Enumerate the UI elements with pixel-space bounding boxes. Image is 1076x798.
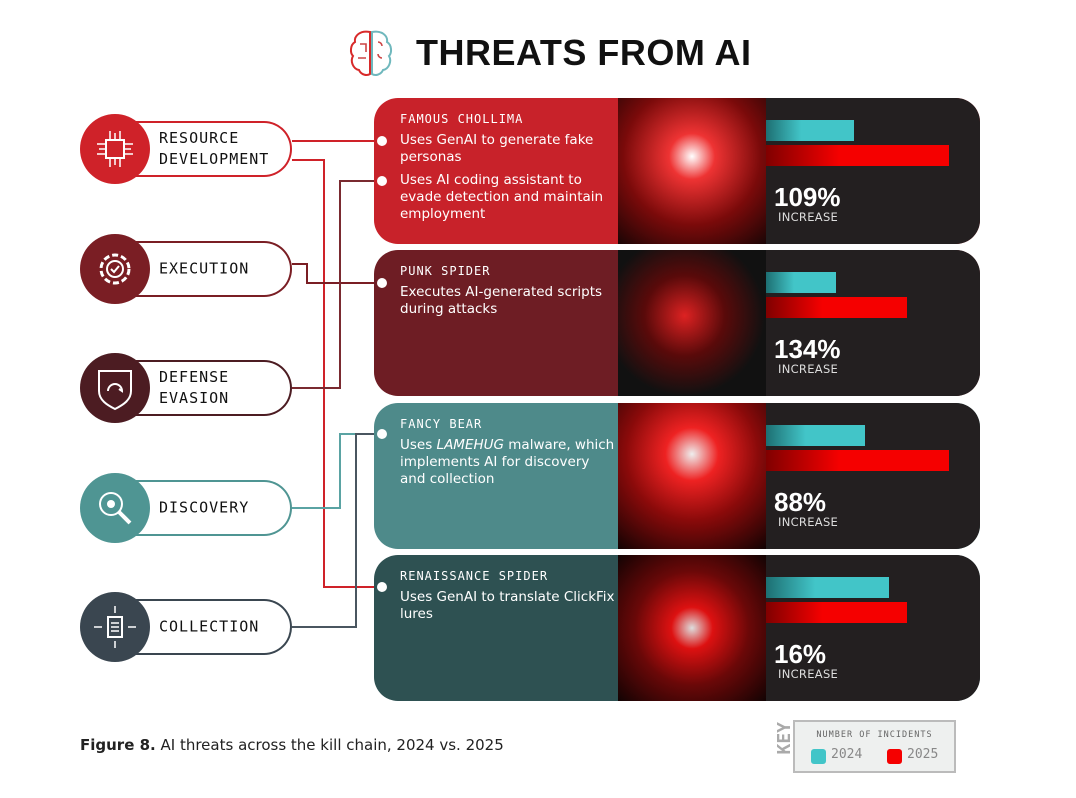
- increase-percent: 88%: [774, 487, 827, 517]
- gear-check-icon: [80, 234, 150, 304]
- bar-2025: [766, 450, 949, 471]
- malware-name: LAMEHUG: [436, 437, 504, 453]
- legend-swatch-2025: [887, 749, 902, 764]
- bar-2025: [766, 602, 907, 623]
- stats-panel: 134% INCREASE: [766, 250, 980, 396]
- adversary-bullet: Uses LAMEHUG malware, which implements A…: [400, 437, 618, 488]
- header: THREATS FROM AI: [348, 28, 751, 78]
- adversary-card-renaissance-spider: RENAISSANCE SPIDER Uses GenAI to transla…: [374, 555, 980, 701]
- adversary-illustration: [618, 555, 766, 701]
- legend-label-2024: 2024: [831, 747, 863, 762]
- tactic-label: RESOURCE DEVELOPMENT: [159, 129, 270, 168]
- stats-panel: 88% INCREASE: [766, 403, 980, 549]
- adversary-illustration: [618, 98, 766, 244]
- adversary-name: FANCY BEAR: [400, 417, 483, 431]
- adversary-card-fancy-bear: FANCY BEAR Uses LAMEHUG malware, which i…: [374, 403, 980, 549]
- bar-2024: [766, 272, 836, 293]
- adversary-bullet: Uses AI coding assistant to evade detect…: [400, 172, 604, 222]
- bullet-text: malware, which implements AI for discove…: [400, 437, 615, 487]
- adversary-bullet: Uses GenAI to translate ClickFix lures: [400, 589, 615, 622]
- caption-label: Figure 8.: [80, 736, 156, 754]
- bar-2025: [766, 145, 949, 166]
- legend-swatch-2024: [811, 749, 826, 764]
- chip-brain-icon: [80, 114, 150, 184]
- adversary-name: FAMOUS CHOLLIMA: [400, 112, 524, 126]
- connector-defense-to-chollima-2: [292, 180, 382, 389]
- increase-label: INCREASE: [778, 210, 839, 224]
- increase-label: INCREASE: [778, 515, 839, 529]
- adversary-card-punk-spider: PUNK SPIDER Executes AI-generated script…: [374, 250, 980, 396]
- tactic-label: EXECUTION: [159, 259, 250, 278]
- stats-panel: 109% INCREASE: [766, 98, 980, 244]
- increase-percent: 134%: [774, 334, 841, 364]
- adversary-bullet: Uses GenAI to generate fake personas: [400, 132, 594, 165]
- shield-arrow-icon: [80, 353, 150, 423]
- bar-2024: [766, 577, 889, 598]
- adversary-name: RENAISSANCE SPIDER: [400, 569, 549, 583]
- bar-2024: [766, 425, 865, 446]
- legend-label-2025: 2025: [907, 747, 939, 762]
- legend: NUMBER OF INCIDENTS 2024 2025: [793, 720, 956, 773]
- legend-heading: NUMBER OF INCIDENTS: [816, 730, 933, 740]
- increase-label: INCREASE: [778, 362, 839, 376]
- stats-panel: 16% INCREASE: [766, 555, 980, 701]
- brain-circuit-icon: [349, 30, 393, 76]
- document-arrows-icon: [80, 592, 150, 662]
- adversary-illustration: [618, 250, 766, 396]
- caption-text: AI threats across the kill chain, 2024 v…: [155, 736, 504, 754]
- adversary-illustration: [618, 403, 766, 549]
- increase-percent: 16%: [774, 639, 827, 669]
- connector-execution-to-punk: [292, 263, 382, 284]
- bar-2024: [766, 120, 854, 141]
- tactic-label: DEFENSE EVASION: [159, 368, 230, 407]
- adversary-name: PUNK SPIDER: [400, 264, 491, 278]
- figure-caption: Figure 8. AI threats across the kill cha…: [80, 736, 504, 754]
- magnifier-bug-icon: [80, 473, 150, 543]
- tactic-label: COLLECTION: [159, 617, 260, 636]
- adversary-card-famous-chollima: FAMOUS CHOLLIMA Uses GenAI to generate f…: [374, 98, 980, 244]
- increase-percent: 109%: [774, 182, 841, 212]
- connector-resource-to-renaissance: [292, 159, 382, 588]
- bar-2025: [766, 297, 907, 318]
- key-label: KEY: [774, 722, 795, 755]
- tactic-label: DISCOVERY: [159, 498, 250, 517]
- bullet-text: Uses: [400, 437, 437, 453]
- connector-collection-to-fancy: [292, 433, 382, 628]
- increase-label: INCREASE: [778, 667, 839, 681]
- adversary-bullet: Executes AI-generated scripts during att…: [400, 284, 603, 317]
- page-title: THREATS FROM AI: [416, 32, 752, 73]
